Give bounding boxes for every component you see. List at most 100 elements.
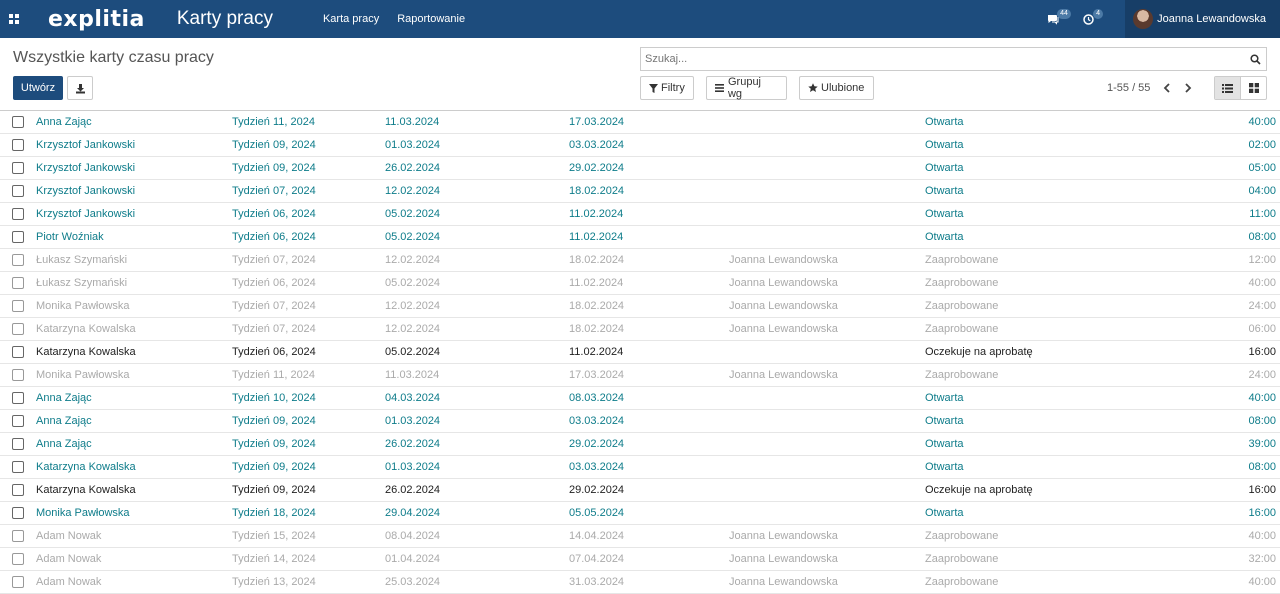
status-cell: Otwarta <box>925 208 964 220</box>
approver-cell: Joanna Lewandowska <box>729 277 838 289</box>
row-checkbox[interactable] <box>12 162 24 174</box>
employee-cell: Krzysztof Jankowski <box>36 162 136 174</box>
approver-cell: Joanna Lewandowska <box>729 254 838 266</box>
end-date-cell: 11.02.2024 <box>569 346 624 358</box>
table-row[interactable]: Monika Pawłowska Tydzień 18, 2024 29.04.20… <box>0 502 1280 525</box>
row-checkbox[interactable] <box>12 139 24 151</box>
user-menu[interactable]: Joanna Lewandowska <box>1125 0 1280 38</box>
row-checkbox[interactable] <box>12 553 24 565</box>
table-row[interactable]: Anna Zając Tydzień 10, 2024 04.03.2024 08.0… <box>0 387 1280 410</box>
row-checkbox[interactable] <box>12 576 24 588</box>
hours-cell: 05:00 <box>1248 162 1276 174</box>
row-checkbox[interactable] <box>12 484 24 496</box>
end-date-cell: 03.03.2024 <box>569 461 625 473</box>
end-date-cell: 14.04.2024 <box>569 530 625 542</box>
end-date-cell: 11.02.2024 <box>569 277 624 289</box>
end-date-cell: 17.03.2024 <box>569 116 625 128</box>
pager-value[interactable]: 1-55 / 55 <box>1107 82 1151 94</box>
table-row[interactable]: Krzysztof Jankowski Tydzień 07, 2024 12.02… <box>0 180 1280 203</box>
table-row[interactable]: Anna Zając Tydzień 09, 2024 01.03.2024 03.0… <box>0 410 1280 433</box>
end-date-cell: 29.02.2024 <box>569 162 625 174</box>
download-icon <box>75 83 85 93</box>
week-cell: Tydzień 06, 2024 <box>232 208 316 220</box>
hours-cell: 12:00 <box>1248 254 1276 266</box>
create-button[interactable]: Utwórz <box>13 76 63 100</box>
activities-button[interactable]: 4 <box>1083 9 1105 27</box>
employee-cell: Anna Zając <box>36 415 92 427</box>
row-checkbox[interactable] <box>12 323 24 335</box>
table-row[interactable]: Krzysztof Jankowski Tydzień 09, 2024 01.03… <box>0 134 1280 157</box>
row-checkbox[interactable] <box>12 346 24 358</box>
week-cell: Tydzień 15, 2024 <box>232 530 316 542</box>
chevron-left-icon <box>1163 83 1170 93</box>
table-row[interactable]: Katarzyna Kowalska Tydzień 06, 2024 05.02.… <box>0 341 1280 364</box>
table-row[interactable]: Piotr Woźniak Tydzień 06, 2024 05.02.2024 1… <box>0 226 1280 249</box>
row-checkbox[interactable] <box>12 277 24 289</box>
row-checkbox[interactable] <box>12 369 24 381</box>
row-checkbox[interactable] <box>12 415 24 427</box>
row-checkbox[interactable] <box>12 438 24 450</box>
start-date-cell: 29.04.2024 <box>385 507 441 519</box>
start-date-cell: 26.02.2024 <box>385 162 441 174</box>
menu-item-timesheet[interactable]: Karta pracy <box>322 13 380 25</box>
table-row[interactable]: Anna Zając Tydzień 11, 2024 11.03.2024 17.0… <box>0 111 1280 134</box>
table-row[interactable]: Adam Nowak Tydzień 14, 2024 01.04.2024 07.0… <box>0 548 1280 571</box>
filter-icon <box>649 83 658 93</box>
table-row[interactable]: Katarzyna Kowalska Tydzień 07, 2024 12.02.… <box>0 318 1280 341</box>
table-row[interactable]: Anna Zając Tydzień 09, 2024 26.02.2024 29.0… <box>0 433 1280 456</box>
hours-cell: 40:00 <box>1248 530 1276 542</box>
row-checkbox[interactable] <box>12 461 24 473</box>
employee-cell: Piotr Woźniak <box>36 231 104 243</box>
row-checkbox[interactable] <box>12 185 24 197</box>
week-cell: Tydzień 10, 2024 <box>232 392 316 404</box>
filters-button[interactable]: Filtry <box>640 76 694 100</box>
table-row[interactable]: Łukasz Szymański Tydzień 06, 2024 05.02.20… <box>0 272 1280 295</box>
row-checkbox[interactable] <box>12 392 24 404</box>
table-row[interactable]: Adam Nowak Tydzień 15, 2024 08.04.2024 14.0… <box>0 525 1280 548</box>
messages-button[interactable]: 44 <box>1047 9 1071 27</box>
table-row[interactable]: Adam Nowak Tydzień 13, 2024 25.03.2024 31.0… <box>0 571 1280 594</box>
row-checkbox[interactable] <box>12 116 24 128</box>
approver-cell: Joanna Lewandowska <box>729 576 838 588</box>
kanban-view-button[interactable] <box>1241 77 1266 99</box>
row-checkbox[interactable] <box>12 300 24 312</box>
hours-cell: 16:00 <box>1248 484 1276 496</box>
row-checkbox[interactable] <box>12 208 24 220</box>
end-date-cell: 18.02.2024 <box>569 185 625 197</box>
table-row[interactable]: Katarzyna Kowalska Tydzień 09, 2024 01.03.… <box>0 456 1280 479</box>
search-icon[interactable] <box>1244 53 1266 65</box>
table-row[interactable]: Krzysztof Jankowski Tydzień 06, 2024 05.02… <box>0 203 1280 226</box>
pager-next-button[interactable] <box>1181 80 1195 96</box>
table-row[interactable]: Krzysztof Jankowski Tydzień 09, 2024 26.02… <box>0 157 1280 180</box>
list-view-button[interactable] <box>1215 77 1241 99</box>
end-date-cell: 31.03.2024 <box>569 576 625 588</box>
row-checkbox[interactable] <box>12 231 24 243</box>
app-menu-button[interactable] <box>0 0 28 38</box>
group-by-button[interactable]: Grupuj wg <box>706 76 787 100</box>
table-row[interactable]: Łukasz Szymański Tydzień 07, 2024 12.02.20… <box>0 249 1280 272</box>
row-checkbox[interactable] <box>12 507 24 519</box>
app-title: Karty pracy <box>176 8 273 29</box>
week-cell: Tydzień 13, 2024 <box>232 576 316 588</box>
hours-cell: 40:00 <box>1248 576 1276 588</box>
menu-item-reporting[interactable]: Raportowanie <box>397 13 466 25</box>
week-cell: Tydzień 11, 2024 <box>232 369 315 381</box>
status-cell: Otwarta <box>925 438 964 450</box>
end-date-cell: 03.03.2024 <box>569 415 625 427</box>
favorites-button[interactable]: Ulubione <box>799 76 874 100</box>
list-view-icon <box>1222 83 1233 93</box>
row-checkbox[interactable] <box>12 530 24 542</box>
table-row[interactable]: Katarzyna Kowalska Tydzień 09, 2024 26.02.… <box>0 479 1280 502</box>
avatar <box>1133 9 1154 29</box>
status-cell: Otwarta <box>925 162 964 174</box>
employee-cell: Łukasz Szymański <box>36 254 128 266</box>
export-button[interactable] <box>67 76 93 100</box>
table-row[interactable]: Monika Pawłowska Tydzień 07, 2024 12.02.20… <box>0 295 1280 318</box>
row-checkbox[interactable] <box>12 254 24 266</box>
pager-previous-button[interactable] <box>1159 80 1173 96</box>
grid-icon <box>9 14 19 24</box>
brand-logo[interactable]: explitia <box>48 6 145 32</box>
table-row[interactable]: Monika Pawłowska Tydzień 11, 2024 11.03.20… <box>0 364 1280 387</box>
employee-cell: Anna Zając <box>36 116 92 128</box>
search-input[interactable] <box>641 49 1244 69</box>
